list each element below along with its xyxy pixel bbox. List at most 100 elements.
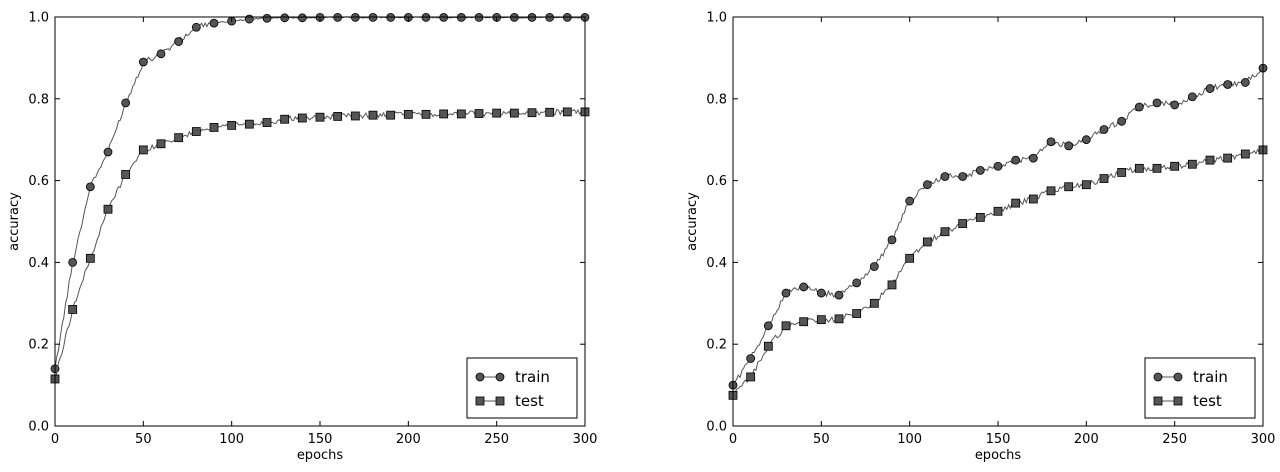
data-point-train bbox=[1187, 92, 1197, 102]
x-tick-label: 200 bbox=[1074, 432, 1099, 447]
data-point-train bbox=[869, 262, 879, 271]
data-point-test bbox=[799, 317, 809, 327]
legend-label-test: test bbox=[1193, 392, 1222, 410]
data-point-test bbox=[209, 123, 219, 132]
data-point-test bbox=[403, 109, 413, 119]
data-point-train bbox=[1223, 80, 1233, 89]
x-tick-label: 100 bbox=[219, 432, 244, 447]
data-point-train bbox=[1170, 100, 1180, 110]
data-point-train bbox=[1152, 98, 1162, 108]
y-tick-label: 0.0 bbox=[28, 420, 49, 435]
data-point-test bbox=[262, 118, 272, 127]
data-point-train bbox=[280, 13, 290, 23]
legend-marker-test bbox=[495, 396, 505, 406]
data-point-test bbox=[940, 227, 950, 237]
data-point-test bbox=[1152, 163, 1162, 173]
x-axis-label: epochs bbox=[297, 448, 344, 463]
data-point-train bbox=[68, 257, 78, 267]
legend-label-train: train bbox=[1193, 368, 1228, 386]
data-point-train bbox=[905, 196, 915, 206]
data-point-test bbox=[368, 110, 378, 120]
data-point-test bbox=[156, 139, 166, 149]
data-point-test bbox=[1081, 180, 1091, 190]
x-tick-label: 50 bbox=[135, 432, 152, 447]
y-tick-label: 1.0 bbox=[28, 11, 49, 26]
data-point-test bbox=[1028, 194, 1038, 204]
y-tick-label: 0.8 bbox=[28, 92, 49, 107]
legend-box bbox=[1144, 357, 1256, 419]
data-point-train bbox=[1117, 116, 1127, 126]
y-axis-label: accuracy bbox=[7, 192, 22, 251]
data-point-test bbox=[781, 321, 791, 331]
data-point-test bbox=[456, 109, 466, 119]
data-point-test bbox=[869, 298, 879, 308]
x-axis-label: epochs bbox=[975, 448, 1022, 463]
y-tick-label: 0.0 bbox=[706, 420, 727, 435]
x-tick-label: 0 bbox=[729, 432, 737, 447]
data-point-test bbox=[1046, 186, 1056, 196]
legend: train test bbox=[1144, 357, 1256, 419]
data-point-train bbox=[297, 13, 307, 23]
y-axis-label: accuracy bbox=[685, 192, 700, 251]
data-point-train bbox=[244, 14, 254, 24]
data-point-train bbox=[156, 49, 166, 59]
data-point-test bbox=[492, 108, 502, 118]
data-point-test bbox=[1187, 159, 1197, 169]
data-point-train bbox=[887, 235, 897, 245]
data-point-test bbox=[562, 107, 572, 117]
x-tick-label: 300 bbox=[573, 432, 598, 447]
data-point-test bbox=[509, 108, 519, 118]
data-point-train bbox=[746, 354, 756, 363]
legend-box bbox=[466, 357, 578, 419]
data-point-test bbox=[85, 253, 95, 263]
data-point-test bbox=[421, 109, 431, 119]
legend-marker-test bbox=[1153, 396, 1163, 406]
legend-marker-train bbox=[1173, 372, 1183, 382]
x-tick-label: 200 bbox=[396, 432, 421, 447]
x-tick-label: 150 bbox=[986, 432, 1011, 447]
data-point-test bbox=[121, 170, 131, 179]
data-point-train bbox=[1099, 125, 1109, 134]
y-tick-label: 0.2 bbox=[28, 338, 49, 353]
data-point-train bbox=[958, 172, 968, 181]
x-tick-label: 250 bbox=[1162, 432, 1187, 447]
data-point-test bbox=[922, 237, 932, 247]
data-point-test bbox=[474, 109, 484, 118]
y-tick-label: 0.4 bbox=[28, 256, 49, 271]
data-point-train bbox=[781, 288, 791, 298]
data-point-test bbox=[315, 112, 325, 122]
data-point-test bbox=[1134, 163, 1144, 173]
data-point-test bbox=[958, 219, 968, 228]
data-point-test bbox=[244, 119, 254, 129]
data-point-train bbox=[1028, 153, 1038, 163]
data-point-train bbox=[1240, 78, 1250, 87]
legend-label-test: test bbox=[515, 392, 544, 410]
data-point-test bbox=[103, 204, 113, 214]
data-point-test bbox=[280, 114, 290, 124]
data-point-train bbox=[103, 147, 113, 157]
data-point-train bbox=[1046, 137, 1056, 147]
data-point-test bbox=[993, 206, 1003, 216]
data-point-test bbox=[297, 113, 307, 123]
data-point-test bbox=[1011, 198, 1021, 208]
data-point-train bbox=[940, 172, 950, 181]
x-tick-label: 250 bbox=[484, 432, 509, 447]
data-point-train bbox=[834, 290, 844, 300]
data-point-test bbox=[852, 309, 862, 318]
x-tick-label: 300 bbox=[1251, 432, 1276, 447]
data-point-train bbox=[138, 57, 148, 67]
data-point-train bbox=[85, 182, 95, 192]
data-point-test bbox=[350, 111, 360, 121]
data-point-test bbox=[138, 145, 148, 155]
data-point-test bbox=[191, 127, 201, 136]
data-point-test bbox=[1205, 155, 1215, 165]
data-point-train bbox=[763, 321, 773, 331]
data-point-train bbox=[1011, 155, 1021, 165]
data-point-train bbox=[191, 22, 201, 32]
data-point-test bbox=[1170, 161, 1180, 171]
data-point-train bbox=[922, 180, 932, 190]
data-point-test bbox=[174, 133, 184, 143]
data-point-test bbox=[816, 315, 826, 325]
data-point-test bbox=[333, 111, 343, 121]
legend-marker-train bbox=[475, 372, 485, 382]
